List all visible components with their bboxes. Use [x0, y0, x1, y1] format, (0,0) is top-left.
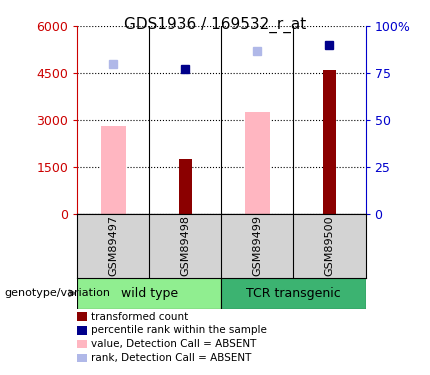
Bar: [221, 278, 366, 309]
Bar: [77, 278, 221, 309]
Text: percentile rank within the sample: percentile rank within the sample: [91, 326, 267, 335]
Bar: [179, 159, 192, 214]
Text: value, Detection Call = ABSENT: value, Detection Call = ABSENT: [91, 339, 257, 349]
Bar: [245, 112, 270, 214]
Text: GSM89498: GSM89498: [181, 215, 190, 276]
Text: GSM89500: GSM89500: [325, 215, 335, 276]
Text: genotype/variation: genotype/variation: [4, 288, 111, 298]
Text: GDS1936 / 169532_r_at: GDS1936 / 169532_r_at: [124, 17, 306, 33]
Bar: [323, 70, 336, 214]
Text: rank, Detection Call = ABSENT: rank, Detection Call = ABSENT: [91, 353, 252, 363]
Text: GSM89497: GSM89497: [108, 215, 118, 276]
Text: wild type: wild type: [121, 287, 178, 300]
Bar: [101, 126, 126, 214]
Text: transformed count: transformed count: [91, 312, 188, 321]
Text: TCR transgenic: TCR transgenic: [246, 287, 341, 300]
Text: GSM89499: GSM89499: [252, 215, 262, 276]
